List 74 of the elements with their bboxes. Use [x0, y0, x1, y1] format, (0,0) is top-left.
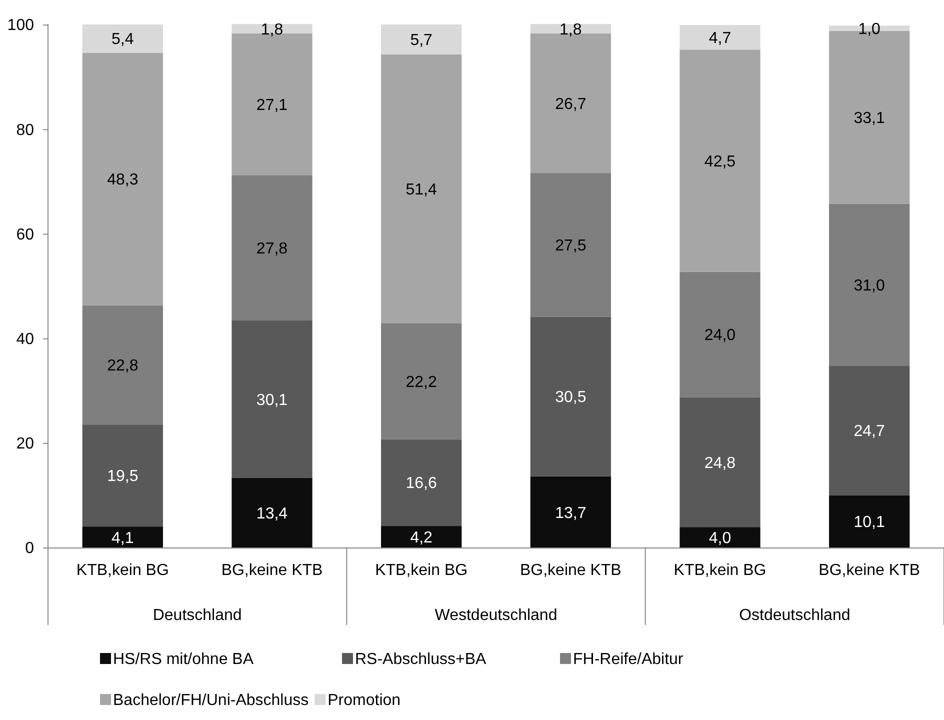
data-label: 16,6 — [406, 475, 438, 492]
data-label: 24,0 — [704, 327, 736, 344]
bar — [381, 323, 462, 440]
bar — [680, 25, 760, 50]
bar — [680, 527, 760, 548]
y-tick-label: 100 — [7, 17, 34, 34]
bar — [680, 272, 760, 398]
data-label: 27,8 — [256, 240, 288, 258]
data-label: 5,4 — [112, 31, 134, 48]
data-label: 5,7 — [410, 32, 433, 50]
data-label: 26,7 — [555, 96, 586, 113]
legend-label: Bachelor/FH/Uni-Abschluss — [113, 692, 309, 709]
bar — [530, 316, 611, 476]
data-label: 33,1 — [854, 110, 886, 127]
x-tick-label: BG,keine KTB — [221, 562, 323, 579]
data-label: 24,8 — [704, 454, 736, 472]
data-label: 22,8 — [107, 358, 138, 375]
data-label: 1,8 — [260, 21, 284, 38]
bar — [232, 320, 312, 478]
legend-label: Promotion — [328, 692, 401, 709]
y-tick-label: 0 — [25, 540, 34, 558]
x-tick-label: BG,keine KTB — [818, 562, 920, 579]
data-label: 24,7 — [854, 423, 886, 440]
y-tick-label: 40 — [16, 330, 34, 348]
bar — [680, 50, 760, 272]
bar — [82, 52, 163, 306]
x-tick-label: BG,keine KTB — [520, 562, 622, 579]
y-tick-label: 60 — [16, 226, 34, 244]
data-label: 42,5 — [704, 153, 736, 170]
legend-label: HS/RS mit/ohne BA — [113, 651, 254, 668]
bar — [232, 175, 312, 321]
x-tick-label: KTB,kein BG — [375, 562, 468, 579]
data-label: 48,3 — [107, 172, 138, 189]
y-tick-label: 20 — [16, 436, 34, 453]
bar — [829, 366, 910, 496]
bar — [82, 24, 163, 53]
bar — [381, 54, 462, 324]
data-label: 31,0 — [854, 278, 886, 295]
bar — [82, 424, 163, 527]
data-label: 27,1 — [256, 96, 288, 114]
y-tick-label: 80 — [16, 122, 34, 139]
bar — [82, 305, 163, 425]
legend-label: RS-Abschluss+BA — [355, 651, 486, 668]
bar — [680, 397, 760, 528]
data-label: 30,5 — [555, 389, 586, 406]
text: Ostdeutschland — [739, 607, 850, 624]
data-label: 4,7 — [708, 30, 732, 47]
bar — [530, 173, 611, 317]
data-label: 19,5 — [107, 468, 138, 486]
legend-label: FH-Reife/Abitur — [573, 651, 684, 668]
data-label: 13,4 — [256, 506, 288, 523]
x-tick-label: KTB,kein BG — [76, 562, 169, 579]
bar — [530, 476, 611, 548]
data-label: 4,1 — [112, 530, 134, 547]
data-label: 27,5 — [555, 238, 586, 255]
bar — [82, 526, 163, 548]
bar — [381, 439, 462, 526]
bar — [381, 24, 462, 54]
data-label: 10,1 — [854, 514, 886, 532]
bar — [381, 526, 462, 548]
text: Westdeutschland — [434, 607, 558, 624]
data-label: 4,2 — [410, 530, 433, 547]
data-label: 4,0 — [708, 530, 732, 548]
data-label: 1,0 — [858, 20, 881, 38]
bar — [232, 478, 312, 548]
text: Deutschland — [152, 607, 242, 624]
data-label: 1,8 — [560, 21, 582, 38]
data-label: 13,7 — [555, 504, 586, 522]
data-label: 22,2 — [406, 374, 438, 391]
data-label: 51,4 — [406, 181, 438, 198]
x-tick-label: KTB,kein BG — [674, 562, 766, 579]
bar — [829, 204, 910, 366]
bar — [829, 495, 910, 548]
data-label: 30,1 — [256, 392, 288, 409]
